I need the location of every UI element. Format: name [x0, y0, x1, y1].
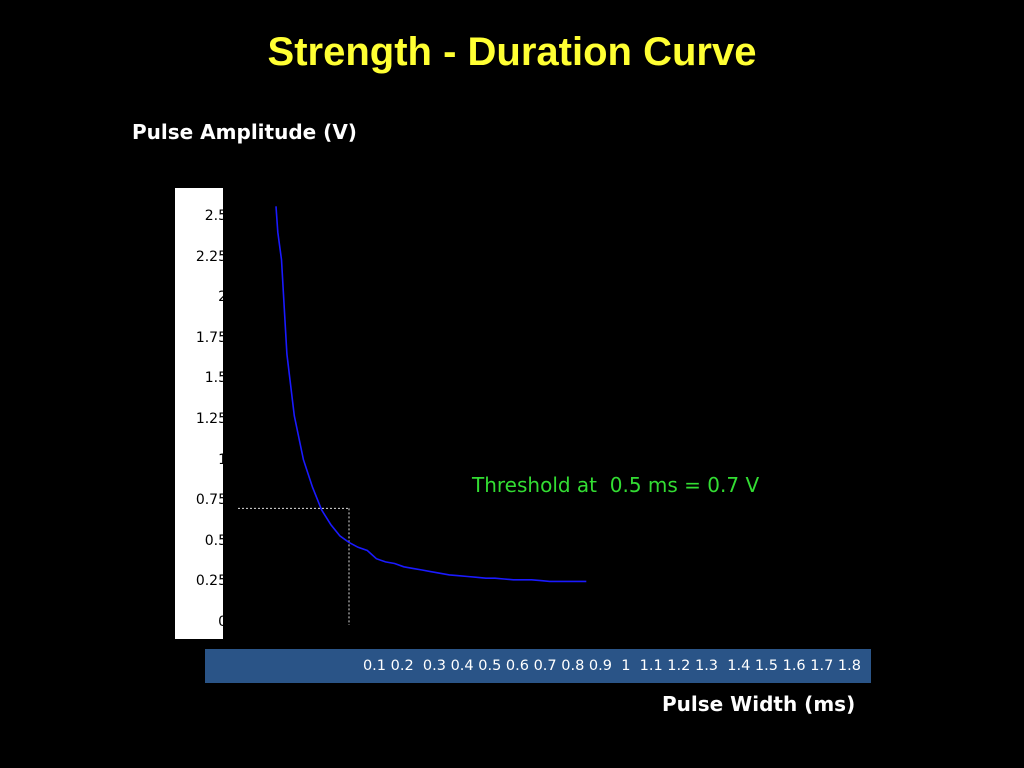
y-axis-panel — [175, 188, 225, 639]
y-tick-label: 2.25 — [195, 248, 227, 265]
x-axis-bar — [205, 649, 871, 683]
y-tick-label: 0.25 — [195, 573, 227, 590]
y-tick-label: 2 — [175, 289, 227, 305]
strength-duration-curve — [275, 206, 587, 583]
y-tick-label: 1.5 — [204, 370, 227, 387]
y-tick-label: 0.75 — [195, 492, 227, 509]
x-axis-label: Pulse Width (ms) — [662, 692, 856, 716]
chart-title: Strength - Duration Curve — [267, 30, 757, 74]
y-tick-label: 1 — [175, 452, 227, 468]
y-tick-label: 1.25 — [195, 411, 227, 427]
y-tick-label: 0 — [175, 614, 227, 630]
y-tick-label: 0.5 — [204, 532, 227, 549]
x-axis-tick-labels: 0.1 0.2 0.3 0.4 0.5 0.6 0.7 0.8 0.9 1 1.… — [362, 658, 861, 674]
y-tick-label: 1.75 — [195, 329, 227, 346]
y-axis-line — [223, 188, 226, 639]
threshold-annotation: Threshold at 0.5 ms = 0.7 V — [472, 473, 760, 497]
y-axis-label: Pulse Amplitude (V) — [132, 120, 357, 144]
y-tick-label: 2.5 — [204, 208, 227, 224]
